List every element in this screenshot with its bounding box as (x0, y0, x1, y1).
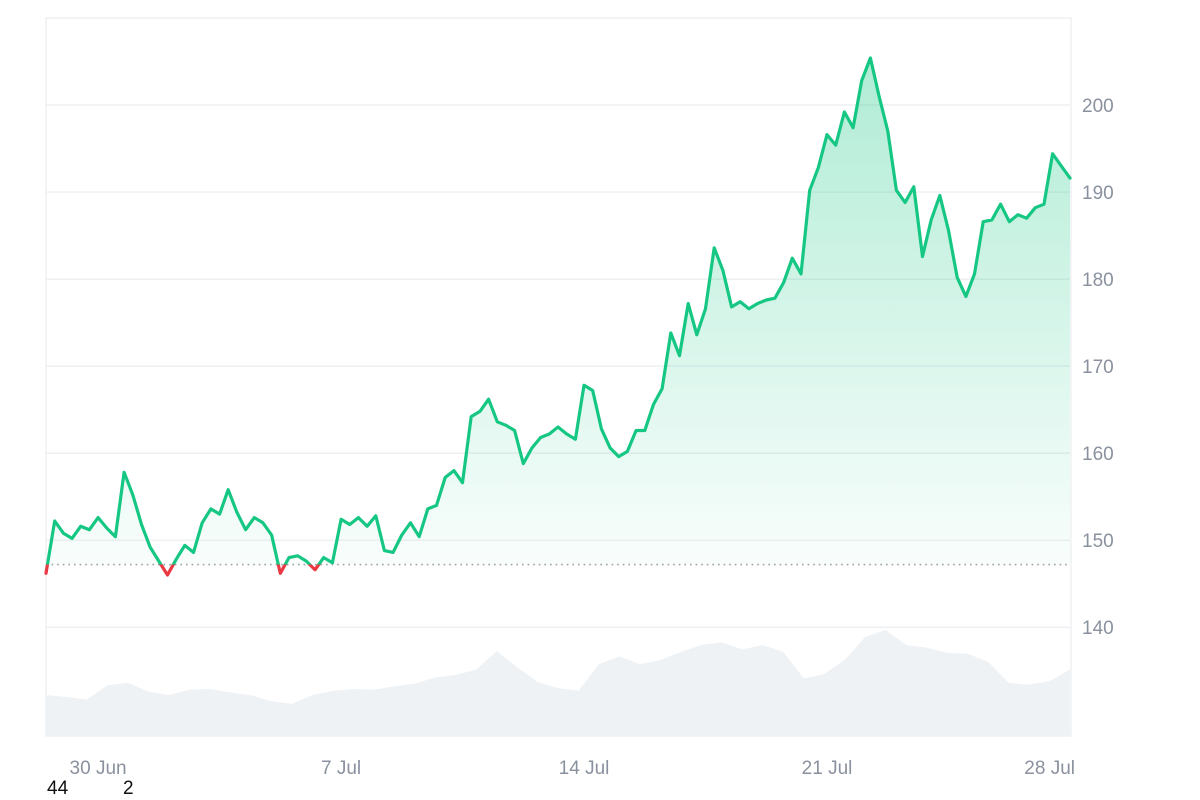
y-tick-label: 200 (1082, 96, 1114, 117)
x-tick-label: 7 Jul (321, 758, 361, 779)
y-tick-label: 150 (1082, 531, 1114, 552)
y-axis-labels: 140 150 160 170 180 190 200 (1082, 96, 1114, 639)
y-tick-label: 190 (1082, 183, 1114, 204)
x-tick-label: 28 Jul (1024, 758, 1075, 779)
y-tick-label: 180 (1082, 270, 1114, 291)
footer-right-value: 2 (123, 778, 134, 799)
x-tick-label: 30 Jun (70, 758, 127, 779)
volume-series (46, 630, 1070, 736)
price-area-fill (47, 58, 1070, 565)
area-fill-up (47, 58, 1070, 565)
volume-area (46, 630, 1070, 736)
price-line-up (45, 56, 1072, 565)
price-line (44, 56, 1072, 577)
x-axis-labels: 30 Jun 7 Jul 14 Jul 21 Jul 28 Jul (70, 758, 1075, 779)
y-tick-label: 160 (1082, 444, 1114, 465)
x-tick-label: 21 Jul (802, 758, 853, 779)
y-tick-label: 170 (1082, 357, 1114, 378)
y-tick-label: 140 (1082, 618, 1114, 639)
footer-left-value: 44 (47, 778, 69, 799)
x-tick-label: 14 Jul (559, 758, 610, 779)
